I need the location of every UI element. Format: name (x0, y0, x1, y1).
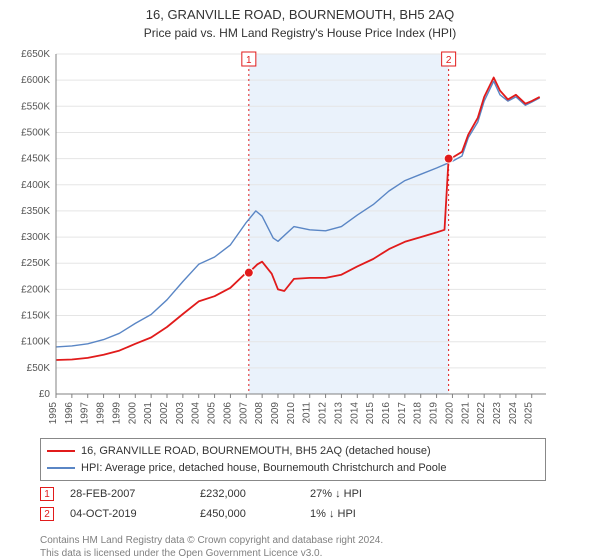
svg-text:£400K: £400K (21, 180, 50, 191)
sale-price: £232,000 (200, 488, 310, 500)
sale-row: 2 04-OCT-2019 £450,000 1% ↓ HPI (40, 504, 560, 524)
sale-date: 28-FEB-2007 (70, 488, 200, 500)
svg-text:2010: 2010 (286, 402, 297, 425)
legend-swatch (47, 467, 75, 469)
sale-delta: 1% ↓ HPI (310, 508, 430, 520)
svg-text:2022: 2022 (476, 402, 487, 425)
svg-text:£500K: £500K (21, 127, 50, 138)
svg-text:2009: 2009 (270, 402, 281, 425)
sale-date: 04-OCT-2019 (70, 508, 200, 520)
svg-text:1997: 1997 (80, 402, 91, 425)
svg-text:2000: 2000 (127, 402, 138, 425)
svg-text:£450K: £450K (21, 154, 50, 165)
legend-swatch (47, 450, 75, 452)
sale-price: £450,000 (200, 508, 310, 520)
footer-line: This data is licensed under the Open Gov… (40, 548, 560, 560)
footer-line: Contains HM Land Registry data © Crown c… (40, 535, 560, 548)
svg-text:2021: 2021 (460, 402, 471, 425)
svg-text:2007: 2007 (238, 402, 249, 425)
svg-text:2004: 2004 (191, 402, 202, 425)
legend: 16, GRANVILLE ROAD, BOURNEMOUTH, BH5 2AQ… (40, 438, 546, 481)
svg-text:2005: 2005 (207, 402, 218, 425)
sales-table: 1 28-FEB-2007 £232,000 27% ↓ HPI 2 04-OC… (40, 484, 560, 524)
svg-text:2001: 2001 (143, 402, 154, 425)
svg-text:£650K: £650K (21, 50, 50, 60)
svg-text:2003: 2003 (175, 402, 186, 425)
page-subtitle: Price paid vs. HM Land Registry's House … (0, 26, 600, 40)
svg-text:2020: 2020 (444, 402, 455, 425)
legend-item: 16, GRANVILLE ROAD, BOURNEMOUTH, BH5 2AQ… (47, 443, 539, 460)
svg-text:2019: 2019 (429, 402, 440, 425)
svg-text:£150K: £150K (21, 311, 50, 322)
svg-text:1999: 1999 (111, 402, 122, 425)
sale-marker-number: 2 (44, 509, 50, 520)
page-title: 16, GRANVILLE ROAD, BOURNEMOUTH, BH5 2AQ (0, 6, 600, 24)
svg-text:£250K: £250K (21, 258, 50, 269)
svg-text:2014: 2014 (349, 402, 360, 425)
svg-text:£300K: £300K (21, 232, 50, 243)
svg-text:£350K: £350K (21, 206, 50, 217)
sale-marker-icon: 2 (40, 507, 54, 521)
svg-text:£600K: £600K (21, 75, 50, 86)
svg-text:2016: 2016 (381, 402, 392, 425)
svg-text:£100K: £100K (21, 337, 50, 348)
legend-item: HPI: Average price, detached house, Bour… (47, 460, 539, 477)
svg-text:2002: 2002 (159, 402, 170, 425)
svg-text:2013: 2013 (333, 402, 344, 425)
sale-delta: 27% ↓ HPI (310, 488, 430, 500)
legend-label: HPI: Average price, detached house, Bour… (81, 460, 446, 477)
svg-text:2012: 2012 (318, 402, 329, 425)
svg-text:2018: 2018 (413, 402, 424, 425)
svg-text:2015: 2015 (365, 402, 376, 425)
svg-text:£50K: £50K (27, 363, 51, 374)
svg-text:2011: 2011 (302, 402, 313, 424)
svg-text:1: 1 (246, 55, 252, 66)
svg-text:1998: 1998 (96, 402, 107, 425)
svg-text:2006: 2006 (222, 402, 233, 425)
svg-text:£550K: £550K (21, 101, 50, 112)
price-chart: £0 £50K £100K £150K £200K £250K £300K £350K £400… (0, 50, 600, 430)
svg-text:£0: £0 (39, 389, 51, 400)
footer-attribution: Contains HM Land Registry data © Crown c… (40, 535, 560, 560)
svg-text:2: 2 (446, 55, 452, 66)
svg-text:£200K: £200K (21, 284, 50, 295)
sale-row: 1 28-FEB-2007 £232,000 27% ↓ HPI (40, 484, 560, 504)
legend-label: 16, GRANVILLE ROAD, BOURNEMOUTH, BH5 2AQ… (81, 443, 431, 460)
svg-text:2024: 2024 (508, 402, 519, 425)
svg-text:2008: 2008 (254, 402, 265, 425)
svg-text:1996: 1996 (64, 402, 75, 425)
svg-text:1995: 1995 (48, 402, 59, 425)
sale-marker-icon: 1 (40, 487, 54, 501)
svg-text:2017: 2017 (397, 402, 408, 425)
svg-text:2023: 2023 (492, 402, 503, 425)
svg-text:2025: 2025 (524, 402, 535, 425)
sale-marker-number: 1 (44, 489, 50, 500)
